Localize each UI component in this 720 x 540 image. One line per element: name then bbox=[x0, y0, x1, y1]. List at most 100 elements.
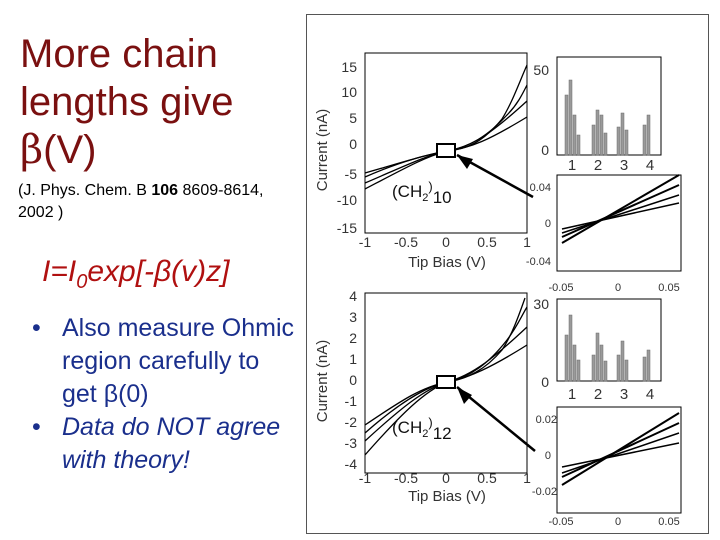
x-tick-label: 1 bbox=[523, 470, 531, 486]
iv-x-label: Tip Bias (V) bbox=[408, 254, 486, 271]
hist-x-tick: 3 bbox=[620, 157, 628, 174]
inset-y-tick: 0.04 bbox=[530, 182, 551, 194]
y-tick-label: 3 bbox=[349, 309, 357, 325]
citation-volume: 106 bbox=[151, 182, 179, 199]
inset-plot: 0.02 0 -0.02 -0.05 0 0.05 bbox=[532, 406, 682, 528]
inset-lines bbox=[561, 412, 680, 486]
y-tick-label: 2 bbox=[349, 330, 357, 346]
inset-y-tick: 0 bbox=[545, 218, 551, 230]
x-tick-label: -0.5 bbox=[394, 470, 418, 486]
hist-x-tick: 2 bbox=[594, 386, 602, 403]
inset-plot: 0.04 0 -0.04 -0.05 0 0.05 bbox=[526, 174, 682, 294]
x-tick-label: 1 bbox=[523, 234, 531, 250]
y-tick-label: -1 bbox=[345, 393, 358, 409]
inset-y-tick: -0.04 bbox=[526, 256, 551, 268]
hist-x-tick: 1 bbox=[568, 386, 576, 403]
hist-x-ticks: 1 2 3 4 bbox=[568, 386, 654, 403]
inset-y-tick: 0 bbox=[545, 450, 551, 462]
inset-x-tick: 0.05 bbox=[658, 282, 679, 294]
hist-x-tick: 2 bbox=[594, 157, 602, 174]
hist-x-tick: 3 bbox=[620, 386, 628, 403]
x-tick-label: -1 bbox=[359, 470, 372, 486]
inset-x-tick: 0 bbox=[615, 282, 621, 294]
iv-zoom-box bbox=[436, 375, 456, 389]
x-tick-label: 0 bbox=[442, 234, 450, 250]
hist-bars bbox=[564, 314, 651, 382]
chain-label: (CH2)10 bbox=[392, 179, 452, 207]
inset-x-tick: 0 bbox=[615, 516, 621, 528]
inset-axes bbox=[556, 174, 682, 272]
iv-y-ticks: 4 3 2 1 0 -1 -2 -3 -4 bbox=[345, 288, 358, 472]
iv-x-label: Tip Bias (V) bbox=[408, 488, 486, 505]
hist-x-ticks: 1 2 3 4 bbox=[568, 157, 654, 174]
panel-ch2-10: 15 10 5 0 -5 -10 -15 -1 -0.5 0 0.5 1 Tip… bbox=[314, 52, 682, 294]
iv-y-label: Current (nA) bbox=[314, 340, 331, 423]
inset-x-tick: 0.05 bbox=[658, 516, 679, 528]
inset-lines bbox=[561, 174, 680, 244]
iv-axes bbox=[364, 292, 528, 474]
inset-y-tick: 0.02 bbox=[536, 414, 557, 426]
hist-y-tick: 0 bbox=[541, 374, 549, 390]
y-tick-label: -4 bbox=[345, 456, 358, 472]
title-beta: β bbox=[20, 127, 44, 173]
bullet-item: Also measure Ohmic region carefully to g… bbox=[30, 312, 300, 411]
figure-svg: 15 10 5 0 -5 -10 -15 -1 -0.5 0 0.5 1 Tip… bbox=[314, 52, 682, 528]
iv-axes bbox=[364, 52, 528, 234]
iv-y-ticks: 15 10 5 0 -5 -10 -15 bbox=[337, 59, 357, 236]
inset-axes bbox=[556, 406, 682, 514]
title-line-1: More chain bbox=[20, 32, 218, 76]
bullet-item: Data do NOT agree with theory! bbox=[30, 411, 300, 477]
y-tick-label: 15 bbox=[341, 59, 357, 75]
hist-x-tick: 4 bbox=[646, 386, 654, 403]
x-tick-label: 0 bbox=[442, 470, 450, 486]
histogram: 30 0 1 2 3 4 bbox=[533, 296, 662, 403]
y-tick-label: 0 bbox=[349, 136, 357, 152]
title-v: (V) bbox=[43, 128, 97, 172]
iv-x-ticks: -1 -0.5 0 0.5 1 bbox=[359, 470, 531, 486]
iv-curves bbox=[364, 64, 528, 190]
y-tick-label: 0 bbox=[349, 372, 357, 388]
hist-axes bbox=[556, 298, 662, 382]
x-tick-label: -0.5 bbox=[394, 234, 418, 250]
inset-y-tick: -0.02 bbox=[532, 486, 557, 498]
hist-axes bbox=[556, 56, 662, 156]
iv-x-ticks: -1 -0.5 0 0.5 1 bbox=[359, 234, 531, 250]
figure-panel: 15 10 5 0 -5 -10 -15 -1 -0.5 0 0.5 1 Tip… bbox=[306, 14, 709, 534]
citation: (J. Phys. Chem. B 106 8609-8614, 2002 ) bbox=[18, 182, 264, 221]
hist-y-tick: 0 bbox=[541, 142, 549, 158]
hist-y-tick: 50 bbox=[533, 62, 549, 78]
chain-label: (CH2)12 bbox=[392, 415, 452, 443]
x-tick-label: 0.5 bbox=[477, 470, 497, 486]
y-tick-label: -15 bbox=[337, 220, 357, 236]
title-line-3: β(V) bbox=[20, 126, 300, 174]
iv-zoom-box bbox=[436, 143, 456, 158]
y-tick-label: -5 bbox=[345, 166, 358, 182]
iv-y-label: Current (nA) bbox=[314, 109, 331, 192]
y-tick-label: -10 bbox=[337, 192, 357, 208]
x-tick-label: 0.5 bbox=[477, 234, 497, 250]
zoom-arrow bbox=[456, 386, 536, 452]
bullet-list: Also measure Ohmic region carefully to g… bbox=[30, 312, 300, 477]
y-tick-label: 1 bbox=[349, 351, 357, 367]
y-tick-label: 5 bbox=[349, 110, 357, 126]
y-tick-label: 4 bbox=[349, 288, 357, 304]
panel-ch2-12: 4 3 2 1 0 -1 -2 -3 -4 -1 -0.5 0 0.5 1 Ti… bbox=[314, 288, 682, 528]
inset-x-ticks: -0.05 0 0.05 bbox=[548, 282, 679, 294]
equation-subscript: 0 bbox=[76, 271, 88, 293]
inset-x-ticks: -0.05 0 0.05 bbox=[548, 516, 679, 528]
y-tick-label: -3 bbox=[345, 435, 358, 451]
histogram: 50 0 1 2 3 4 bbox=[533, 56, 662, 174]
hist-bars bbox=[564, 79, 651, 156]
equation: I=I0exp[-β(v)z] bbox=[42, 255, 230, 293]
inset-x-tick: -0.05 bbox=[548, 516, 573, 528]
arrowhead-icon bbox=[457, 387, 472, 404]
hist-x-tick: 4 bbox=[646, 157, 654, 174]
arrowhead-icon bbox=[457, 155, 473, 169]
hist-y-tick: 30 bbox=[533, 296, 549, 312]
slide-title: More chain lengths give β(V) bbox=[20, 30, 300, 174]
y-tick-label: -2 bbox=[345, 414, 358, 430]
inset-x-tick: -0.05 bbox=[548, 282, 573, 294]
hist-x-tick: 1 bbox=[568, 157, 576, 174]
title-line-2: lengths give bbox=[20, 80, 234, 124]
y-tick-label: 10 bbox=[341, 84, 357, 100]
